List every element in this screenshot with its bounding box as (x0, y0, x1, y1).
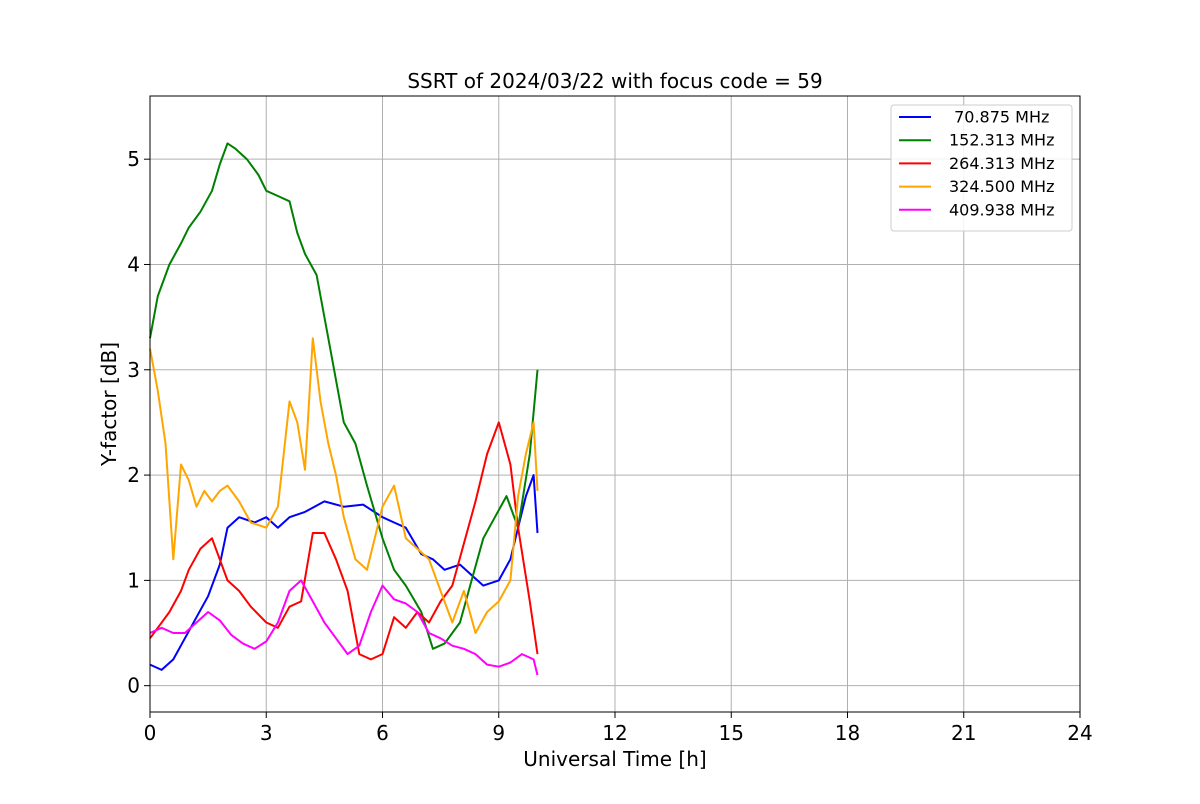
legend-label-1: 152.313 MHz (949, 131, 1054, 150)
legend-label-4: 409.938 MHz (949, 200, 1054, 219)
x-tick-label: 15 (719, 721, 744, 745)
x-tick-label: 0 (144, 721, 157, 745)
series-line-1 (149, 142, 539, 650)
x-tick-label: 21 (951, 721, 976, 745)
legend-label-2: 264.313 MHz (949, 154, 1054, 173)
series-line-3 (149, 337, 539, 634)
x-tick-label: 3 (260, 721, 273, 745)
y-tick-label: 4 (127, 252, 140, 276)
legend-box (890, 104, 1073, 232)
y-tick-label: 3 (127, 358, 140, 382)
y-tick-label: 1 (127, 568, 140, 592)
series-line-2 (149, 421, 539, 661)
y-axis-label: Y-factor [dB] (97, 342, 121, 467)
x-tick-label: 24 (1067, 721, 1092, 745)
legend: 70.875 MHz 152.313 MHz 264.313 MHz 324.500 … (890, 104, 1073, 232)
legend-label-3: 324.500 MHz (949, 177, 1054, 196)
series-line-4 (149, 579, 539, 676)
legend-label-0: 70.875 MHz (949, 108, 1049, 127)
x-tick-label: 12 (602, 721, 627, 745)
series-layer (149, 142, 539, 676)
x-tick-label: 18 (835, 721, 860, 745)
x-tick-label: 9 (492, 721, 505, 745)
chart-title: SSRT of 2024/03/22 with focus code = 59 (407, 69, 822, 93)
y-tick-label: 5 (127, 147, 140, 171)
series-line-0 (149, 474, 539, 671)
y-tick-label: 2 (127, 463, 140, 487)
y-tick-label: 0 (127, 674, 140, 698)
x-axis-label: Universal Time [h] (523, 747, 706, 771)
x-tick-label: 6 (376, 721, 389, 745)
